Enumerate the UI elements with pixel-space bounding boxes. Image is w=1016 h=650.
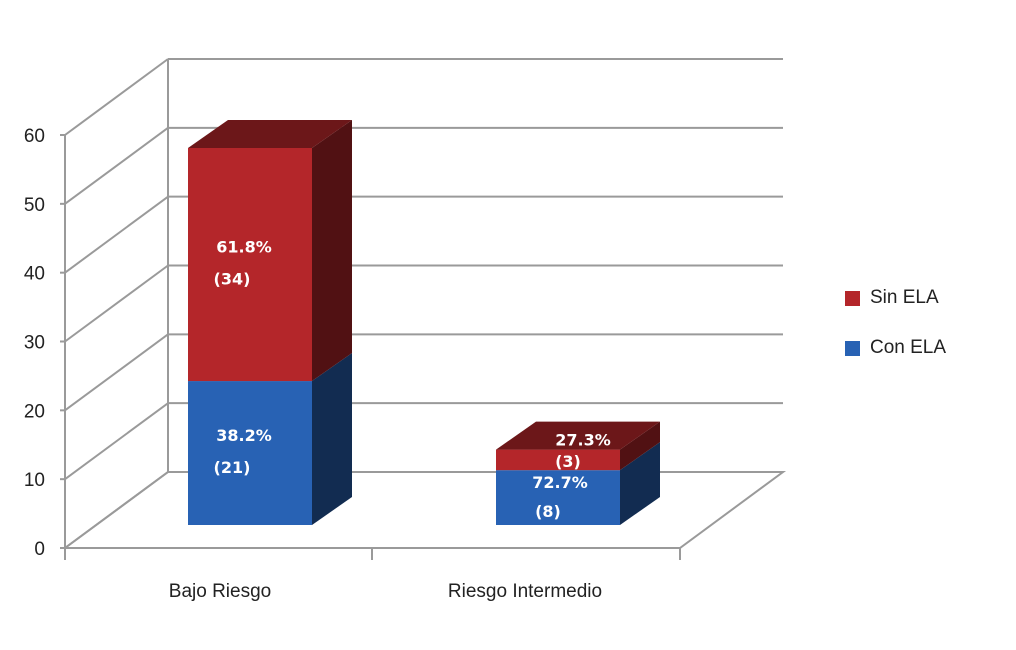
bar-sin-ela-top xyxy=(496,421,660,450)
y-axis: 0 10 20 30 40 50 60 Bajo Riesgo Riesgo Intermedi… xyxy=(24,59,681,602)
y-tick-label: 50 xyxy=(24,195,45,216)
y-tick-label: 40 xyxy=(24,264,45,285)
legend-swatch-con-ela xyxy=(845,340,860,356)
legend-item-sin-ela: Sin ELA xyxy=(845,285,946,311)
x-category-label: Bajo Riesgo xyxy=(169,581,271,602)
bar-con-ela-front xyxy=(496,470,620,525)
bar-sin-ela-side xyxy=(312,120,352,382)
y-tick-label: 60 xyxy=(24,126,45,147)
bar-con-ela-front xyxy=(188,381,312,525)
data-label-percent: 61.8% xyxy=(216,238,272,257)
y-tick-label: 0 xyxy=(34,539,45,560)
legend-swatch-sin-ela xyxy=(845,290,860,306)
bar-sin-ela-front xyxy=(188,148,312,382)
side-gridline xyxy=(64,471,169,549)
data-label-count: (21) xyxy=(214,458,251,477)
legend-item-con-ela: Con ELA xyxy=(845,335,946,361)
y-tick-label: 30 xyxy=(24,333,45,354)
data-label-count: (8) xyxy=(535,502,561,521)
bar-con-ela-side xyxy=(312,353,352,525)
side-gridline xyxy=(64,58,169,136)
data-label-percent: 38.2% xyxy=(216,426,272,445)
x-category-label: Riesgo Intermedio xyxy=(448,581,602,602)
gridlines xyxy=(61,58,787,549)
bar-sin-ela-top xyxy=(188,120,352,148)
side-gridline xyxy=(64,195,169,274)
data-label-count: (34) xyxy=(214,270,251,289)
y-tick-label: 20 xyxy=(24,401,45,422)
data-labels: 38.2% (21) 61.8% (34) 72.7% (8) 27.3% (3) xyxy=(214,238,611,522)
side-gridline xyxy=(64,402,169,480)
bar-con-ela-side xyxy=(620,442,660,525)
data-label-percent: 72.7% xyxy=(532,473,588,492)
bars xyxy=(188,120,660,525)
side-gridline xyxy=(64,264,169,343)
side-gridline xyxy=(64,333,169,412)
legend: Sin ELA Con ELA xyxy=(845,285,946,385)
floor xyxy=(61,471,787,549)
data-label-count: (3) xyxy=(555,452,581,471)
legend-label-con-ela: Con ELA xyxy=(870,337,947,358)
y-tick-label: 10 xyxy=(24,470,45,491)
bar-sin-ela-front xyxy=(496,449,620,471)
legend-label-sin-ela: Sin ELA xyxy=(870,287,939,308)
side-gridline xyxy=(64,127,169,205)
data-label-percent: 27.3% xyxy=(555,431,611,450)
bar-sin-ela-side xyxy=(620,421,660,471)
